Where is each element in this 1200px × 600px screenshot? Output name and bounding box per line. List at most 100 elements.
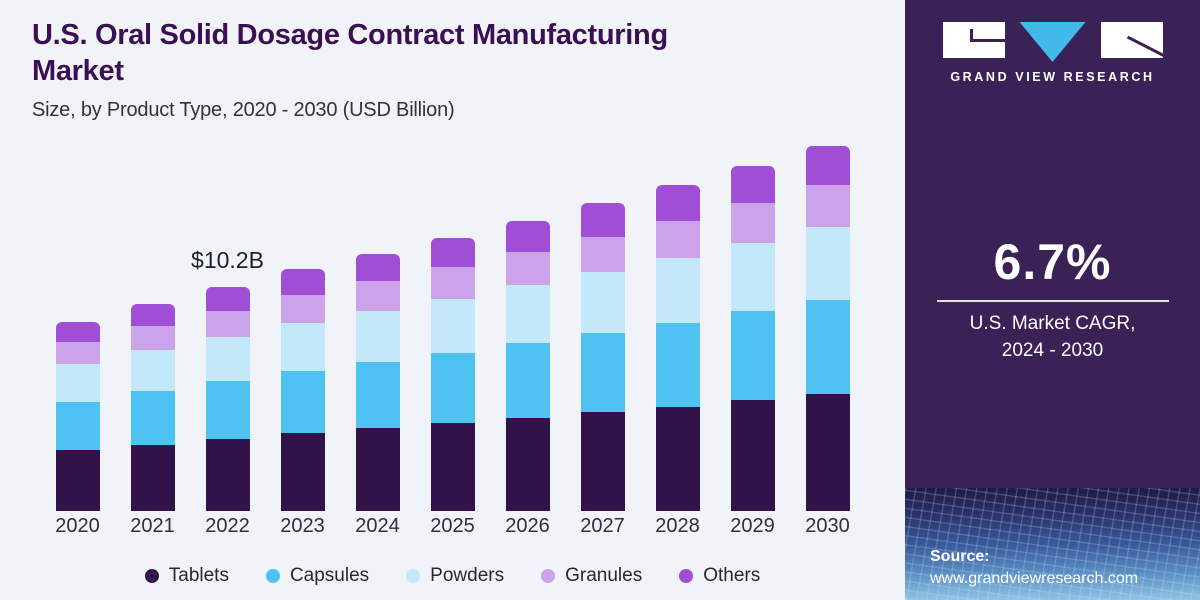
segment-tablets-2023 [280, 433, 325, 511]
segment-powders-2029 [730, 242, 775, 312]
segment-others-2025 [430, 238, 475, 268]
bar-slot-2020 [40, 321, 115, 511]
segment-powders-2023 [280, 322, 325, 371]
legend-item-granules: Granules [541, 565, 642, 587]
source-label: Source: [930, 548, 990, 565]
chart-legend: Tablets Capsules Powders Granules Others [0, 565, 905, 587]
logo-r-icon [1100, 22, 1163, 58]
x-axis: 2020 2021 2022 2023 2024 2025 2026 2027 2028 2029… [40, 515, 865, 538]
x-axis-label-2026: 2026 [505, 515, 550, 537]
segment-granules-2024 [355, 281, 400, 311]
x-axis-label-2025: 2025 [430, 515, 475, 537]
bar-2029 [730, 165, 775, 511]
segment-capsules-2028 [655, 322, 700, 407]
bar-2021 [130, 304, 175, 511]
x-axis-label-2020: 2020 [55, 515, 100, 537]
bar-2023 [280, 268, 325, 511]
page-title: U.S. Oral Solid Dosage Contract Manufact… [32, 19, 668, 87]
segment-powders-2021 [130, 350, 175, 392]
x-axis-label-2023: 2023 [280, 515, 325, 537]
segment-others-2029 [730, 165, 775, 203]
segment-tablets-2026 [505, 417, 550, 511]
segment-tablets-2024 [355, 428, 400, 511]
segment-powders-2020 [55, 364, 100, 402]
legend-item-tablets: Tablets [144, 565, 229, 587]
legend-dot-icon [679, 569, 694, 583]
cagr-label-line1: U.S. Market CAGR, [969, 313, 1136, 334]
segment-tablets-2022 [205, 439, 250, 511]
bar-slot-2028 [640, 185, 715, 511]
bar-slot-2027 [565, 203, 640, 511]
segment-capsules-2025 [430, 353, 475, 424]
segment-granules-2030 [805, 185, 850, 228]
brand-name: GRAND VIEW RESEARCH [950, 70, 1155, 84]
segment-others-2022 [205, 286, 250, 312]
segment-granules-2022 [205, 311, 250, 337]
segment-capsules-2024 [355, 361, 400, 429]
x-axis-label-2027: 2027 [580, 515, 625, 537]
x-axis-label-2021: 2021 [130, 515, 175, 537]
source-block: Source: www.grandviewresearch.com [930, 548, 1138, 588]
segment-capsules-2021 [130, 391, 175, 445]
bar-2022 [205, 286, 250, 511]
segment-capsules-2022 [205, 381, 250, 440]
bar-slot-2021 [115, 304, 190, 511]
bar-slot-2026 [490, 220, 565, 511]
legend-item-capsules: Capsules [265, 565, 370, 587]
segment-powders-2025 [430, 298, 475, 354]
segment-powders-2027 [580, 271, 625, 333]
mesh-footer: Source: www.grandviewresearch.com [905, 488, 1200, 600]
segment-others-2024 [355, 253, 400, 282]
bar-2027 [580, 203, 625, 511]
segment-powders-2030 [805, 227, 850, 300]
logo-g-icon [942, 22, 1005, 58]
segment-granules-2028 [655, 220, 700, 258]
x-axis-label-2029: 2029 [730, 515, 775, 537]
segment-granules-2027 [580, 236, 625, 272]
bar-slot-2030 [790, 145, 865, 511]
x-axis-label-2024: 2024 [355, 515, 400, 537]
x-axis-label-2028: 2028 [655, 515, 700, 537]
segment-capsules-2023 [280, 370, 325, 434]
segment-granules-2025 [430, 267, 475, 299]
chart-header: U.S. Oral Solid Dosage Contract Manufact… [32, 18, 672, 122]
segment-granules-2029 [730, 202, 775, 243]
bar-2026 [505, 220, 550, 511]
stacked-bar-chart: $10.2B 2020 2021 2022 2023 2024 2025 2026 2027 2… [40, 0, 865, 540]
page-subtitle: Size, by Product Type, 2020 - 2030 (USD … [32, 98, 455, 121]
bar-2025 [430, 238, 475, 511]
legend-item-powders: Powders [406, 565, 504, 587]
segment-tablets-2030 [805, 393, 850, 511]
cagr-block: 6.7% U.S. Market CAGR, 2024 - 2030 [905, 233, 1200, 364]
segment-powders-2022 [205, 336, 250, 382]
legend-label: Capsules [289, 565, 370, 586]
bar-2020 [55, 321, 100, 511]
segment-granules-2023 [280, 294, 325, 323]
segment-capsules-2027 [580, 332, 625, 413]
logo-v-triangle-icon [1019, 22, 1086, 62]
bar-2024 [355, 253, 400, 511]
bar-slot-2023 [265, 268, 340, 511]
legend-label: Powders [430, 565, 505, 586]
bar-slot-2024 [340, 253, 415, 511]
bar-slot-2022 [190, 286, 265, 511]
gvr-logo [905, 22, 1200, 62]
legend-label: Granules [565, 565, 643, 586]
segment-capsules-2029 [730, 311, 775, 401]
legend-label: Others [703, 565, 761, 586]
source-url[interactable]: www.grandviewresearch.com [930, 570, 1139, 587]
segment-granules-2021 [130, 326, 175, 351]
segment-tablets-2027 [580, 412, 625, 511]
segment-powders-2024 [355, 310, 400, 362]
bar-slot-2025 [415, 238, 490, 511]
segment-granules-2020 [55, 342, 100, 365]
segment-tablets-2021 [130, 444, 175, 511]
legend-item-others: Others [679, 565, 760, 587]
segment-others-2028 [655, 185, 700, 221]
segment-powders-2026 [505, 285, 550, 343]
cagr-label: U.S. Market CAGR, 2024 - 2030 [905, 310, 1200, 364]
legend-dot-icon [406, 569, 421, 583]
cagr-label-line2: 2024 - 2030 [1001, 340, 1104, 361]
chart-panel: U.S. Oral Solid Dosage Contract Manufact… [0, 0, 905, 600]
legend-dot-icon [144, 569, 159, 583]
